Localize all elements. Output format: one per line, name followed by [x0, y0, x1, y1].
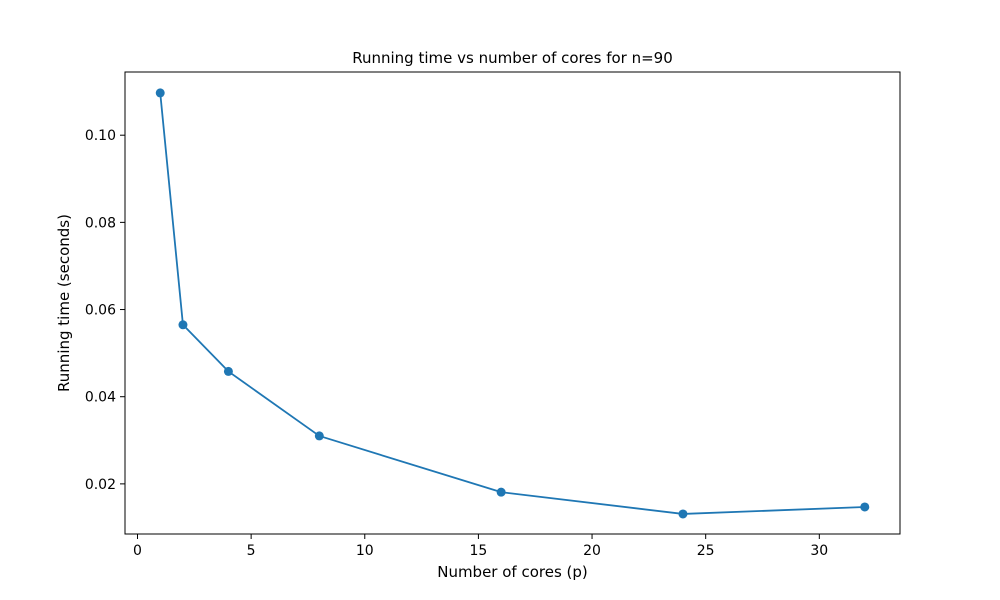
plot-frame [124, 71, 901, 535]
y-axis: 0.02 0.04 0.06 0.08 0.10 [85, 128, 125, 493]
x-tick-label: 5 [247, 543, 256, 559]
chart-title: Running time vs number of cores for n=90 [352, 49, 673, 67]
data-point [178, 320, 188, 330]
x-axis-title: Number of cores (p) [437, 563, 588, 581]
plot-area [155, 88, 870, 519]
y-tick-label: 0.02 [85, 477, 116, 493]
y-axis-title: Running time (seconds) [55, 214, 73, 392]
y-tick-label: 0.04 [85, 390, 116, 406]
y-tick-label: 0.10 [85, 128, 116, 144]
data-point [860, 502, 870, 512]
x-tick-label: 20 [583, 543, 601, 559]
x-tick-label: 30 [810, 543, 828, 559]
series-line [159, 92, 865, 515]
data-point [678, 509, 688, 519]
x-tick-label: 10 [356, 543, 374, 559]
data-point [496, 487, 506, 497]
data-point [155, 88, 165, 98]
y-tick-label: 0.06 [85, 303, 116, 319]
data-point [314, 431, 324, 441]
y-tick-label: 0.08 [85, 215, 116, 231]
x-tick-label: 15 [469, 543, 487, 559]
x-tick-label: 0 [133, 543, 142, 559]
x-tick-label: 25 [697, 543, 715, 559]
x-axis: 0 5 10 15 20 25 30 [133, 534, 828, 559]
data-point [223, 366, 233, 376]
